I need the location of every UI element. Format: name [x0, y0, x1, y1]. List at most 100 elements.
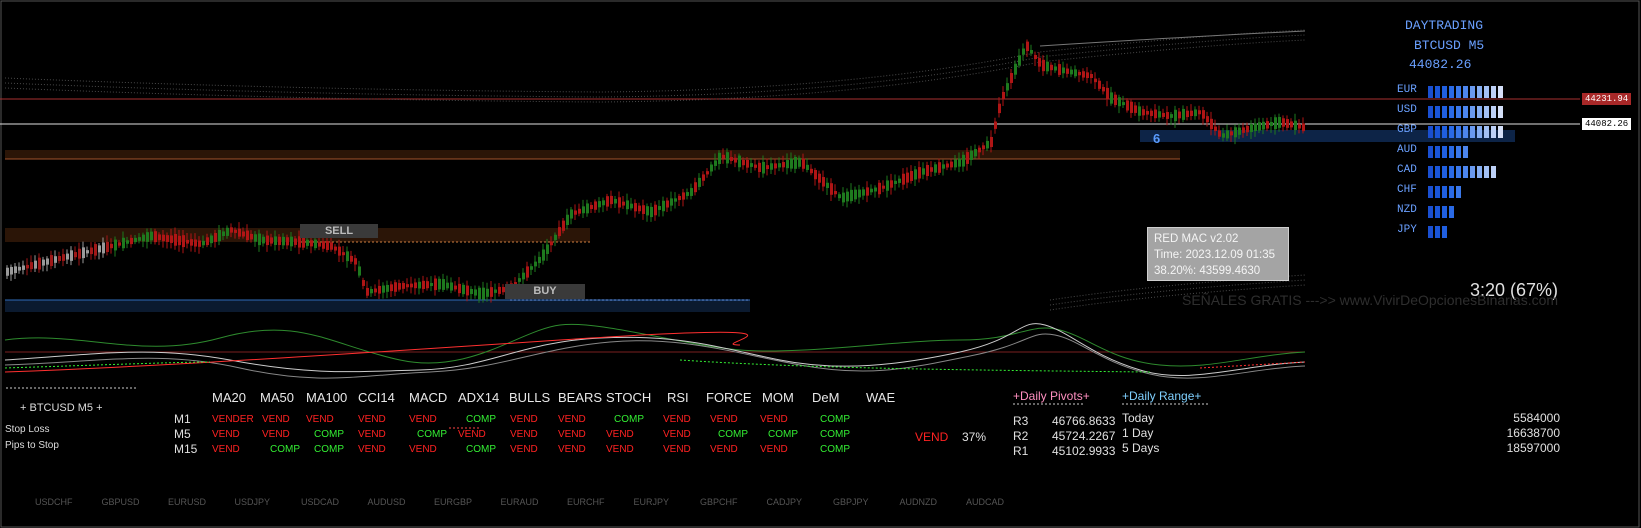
symbol-tab-eurgbp[interactable]: EURGBP — [434, 497, 473, 507]
candle-body — [1114, 94, 1117, 106]
candle-body — [182, 235, 185, 248]
candle-body — [1058, 64, 1061, 75]
symbol-tab-gbpchf[interactable]: GBPCHF — [700, 497, 738, 507]
summary-percent: 37% — [962, 430, 987, 444]
candle-body — [862, 189, 865, 196]
symbol-tab-eurusd[interactable]: EURUSD — [168, 497, 207, 507]
candle-body — [594, 201, 597, 210]
candle-body — [1222, 133, 1225, 138]
candle-body — [858, 189, 861, 198]
strength-bar-segment — [1484, 106, 1489, 118]
candle-body — [1206, 116, 1209, 123]
candle-body — [90, 247, 93, 255]
candle-body — [610, 195, 613, 205]
timeframe-label: M15 — [174, 442, 198, 456]
daily-range-title: +Daily Range+ — [1122, 389, 1202, 403]
candle-body — [210, 235, 213, 244]
candle-body — [1294, 120, 1297, 131]
candle-body — [922, 168, 925, 175]
symbol-tab-eurjpy[interactable]: EURJPY — [633, 497, 670, 507]
candle-body — [618, 197, 621, 208]
candle-body — [530, 266, 533, 270]
candle-body — [442, 279, 445, 290]
symbol-tab-usdjpy[interactable]: USDJPY — [234, 497, 271, 507]
strength-bar-segment — [1470, 166, 1475, 178]
candle-body — [806, 164, 809, 170]
signal-cell: COMP — [270, 444, 300, 455]
candle-body — [1274, 117, 1277, 130]
strength-bars — [1428, 166, 1496, 178]
candle-body — [398, 283, 401, 290]
symbol-tab-audnzd[interactable]: AUDNZD — [899, 497, 938, 507]
candle-body — [902, 173, 905, 185]
symbol-tab-euraud[interactable]: EURAUD — [500, 497, 539, 507]
candle-body — [158, 234, 161, 241]
candle-body — [1050, 64, 1053, 71]
candle-body — [178, 235, 181, 246]
candle-body — [546, 244, 549, 254]
signal-cell: VEND — [760, 444, 788, 455]
strength-bar-segment — [1428, 166, 1433, 178]
candle-body — [122, 237, 125, 249]
symbol-tab-audusd[interactable]: AUDUSD — [367, 497, 406, 507]
candle-body — [146, 232, 149, 242]
candle-body — [42, 259, 45, 266]
candle-body — [970, 150, 973, 160]
candle-body — [106, 241, 109, 253]
candle-body — [642, 205, 645, 214]
symbol-tab-usdchf[interactable]: USDCHF — [35, 497, 73, 507]
candle-body — [1106, 87, 1109, 100]
candle-body — [154, 231, 157, 243]
tooltip-fib: 38.20%: 43599.4630 — [1154, 265, 1261, 277]
tooltip-title: RED MAC v2.02 — [1154, 233, 1239, 245]
candle-body — [1102, 87, 1105, 92]
candle-body — [918, 167, 921, 179]
candle-body — [1030, 50, 1033, 54]
candle-body — [774, 163, 777, 169]
candle-body — [378, 285, 381, 294]
lower-dotted-band — [1049, 274, 1306, 311]
candle-body — [82, 247, 85, 259]
candle-body — [278, 236, 281, 246]
strength-bars — [1428, 86, 1503, 98]
zone-count-label: 6 — [1153, 131, 1161, 146]
candle-body — [882, 185, 885, 189]
candle-body — [130, 237, 133, 245]
candle-body — [810, 168, 813, 174]
candle-body — [786, 160, 789, 169]
candle-body — [1118, 97, 1121, 107]
candle-body — [790, 158, 793, 169]
strength-currency-aud: AUD — [1397, 144, 1417, 156]
symbol-tab-audcad[interactable]: AUDCAD — [966, 497, 1005, 507]
symbol-tab-eurchf[interactable]: EURCHF — [567, 497, 605, 507]
strength-bar-segment — [1456, 146, 1461, 158]
strength-currency-usd: USD — [1397, 104, 1417, 116]
candle-body — [1078, 71, 1081, 76]
symbol-tab-gbpusd[interactable]: GBPUSD — [101, 497, 140, 507]
pips-to-stop-label: Pips to Stop — [5, 440, 59, 451]
upper-resistance-zone — [5, 150, 1180, 159]
candle-body — [478, 287, 481, 300]
candle-body — [914, 169, 917, 180]
candle-body — [1142, 109, 1145, 116]
candle-body — [66, 253, 69, 260]
strength-bar-segment — [1484, 166, 1489, 178]
candle-body — [214, 233, 217, 242]
sell-zone — [5, 228, 590, 242]
candle-body — [198, 240, 201, 247]
candle-body — [1166, 112, 1169, 119]
strength-bar-segment — [1498, 86, 1503, 98]
candle-body — [962, 154, 965, 167]
candle-body — [386, 284, 389, 292]
symbol-tab-cadjpy[interactable]: CADJPY — [766, 497, 803, 507]
candle-body — [322, 241, 325, 249]
candle-body — [102, 242, 105, 254]
candle-body — [222, 231, 225, 237]
symbol-tab-gbpjpy[interactable]: GBPJPY — [833, 497, 869, 507]
symbol-tab-usdcad[interactable]: USDCAD — [301, 497, 340, 507]
strength-currency-eur: EUR — [1397, 84, 1417, 96]
candle-body — [86, 250, 89, 254]
candle-body — [1298, 124, 1301, 129]
candle-body — [846, 191, 849, 202]
